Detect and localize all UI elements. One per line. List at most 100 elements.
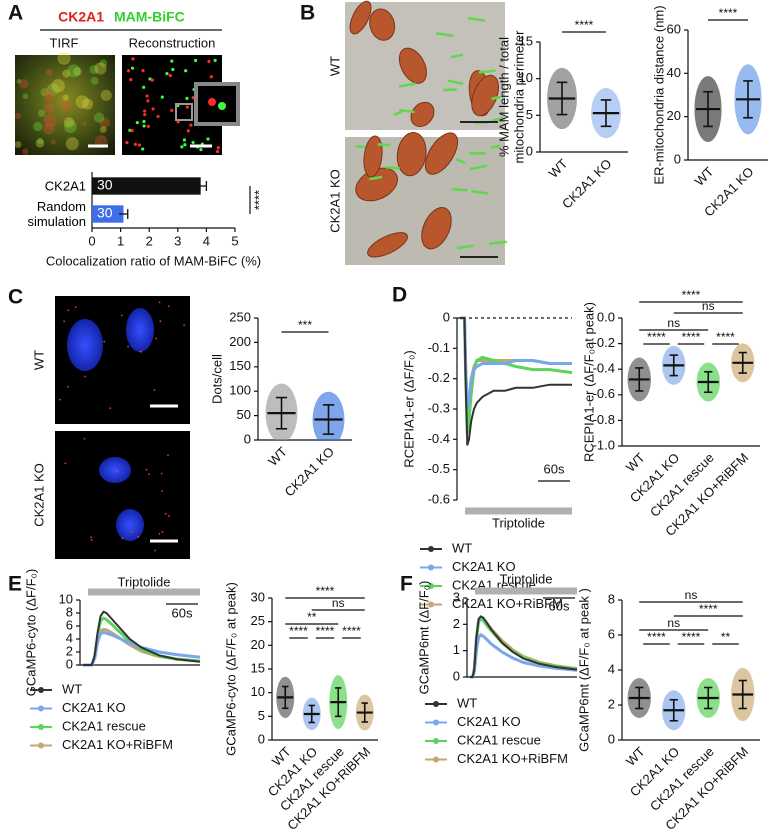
x-tick-label: 1 [117,233,124,248]
y-tick-label: -0.4 [428,431,450,446]
decor [171,67,175,72]
decor [146,124,150,129]
decor [471,189,489,195]
decor [161,490,163,492]
y-tick-label: 10 [251,684,265,699]
decor [37,137,44,145]
decor [349,0,372,35]
y-tick-label: 6 [608,626,615,641]
y-tick-label: 5 [258,708,265,723]
decor [216,149,220,154]
decor [467,17,486,22]
decor [64,120,77,133]
decor [46,83,60,96]
decor [99,59,108,67]
treatment-label: Triptolide [118,574,171,589]
decor [471,74,499,117]
decor [396,132,427,177]
decor [194,82,240,126]
decor [40,88,49,97]
y-tick-label: 150 [229,358,251,373]
scale-label: 60s [549,598,570,613]
y-tick-label: 0 [674,151,681,166]
decor [16,78,22,84]
y-tick-label: 100 [229,383,251,398]
decor [213,58,217,62]
panel-label: C [8,286,23,309]
y-tick-label: 30 [251,589,265,604]
decor [74,306,77,309]
legend-label: CK2A1 KO+RiBFM [457,751,568,766]
decor [167,515,170,517]
y-tick-label: 2 [608,696,615,711]
y-tick-label: 10 [59,591,73,606]
significance-label: **** [716,330,735,344]
decor [180,145,184,149]
decor [451,187,468,192]
decor [67,64,81,78]
decor [90,536,93,539]
y-tick-label: 40 [667,65,681,80]
decor [109,407,112,410]
y-tick-label: -1.0 [593,437,615,452]
decor [367,232,409,258]
decor [51,79,65,93]
significance-label: ns [667,316,680,330]
data-line [83,616,201,667]
legend-label: WT [457,695,477,710]
decor [491,116,504,123]
significance-label: **** [316,584,335,598]
decor [43,122,55,135]
y-tick-label: 4 [66,630,73,645]
y-tick-label: Random simulation [27,199,86,229]
significance-label: ns [667,616,680,630]
image-row-label: CK2A1 KO [31,463,46,527]
decor [62,94,69,101]
scale-label: 60s [172,605,193,620]
decor [137,535,140,538]
image-caption: Reconstruction [129,35,216,50]
decor [141,68,145,73]
y-tick-label: 0 [66,656,73,671]
decor [143,109,147,113]
decor [160,472,163,475]
decor [84,375,86,378]
image-group [14,51,240,155]
decor [131,57,135,61]
y-tick-label: 1 [453,642,460,657]
panel-label: E [8,573,22,596]
legend-marker [433,738,439,744]
y-tick-label: -0.3 [428,400,450,415]
legend-marker [433,756,439,763]
significance-label: **** [289,624,308,638]
y-axis-label: GCaMP6-cyto (ΔF/F₀ at peak) [223,582,238,756]
decor [185,96,189,100]
decor [175,103,193,121]
decor [491,95,502,101]
legend-marker [433,719,439,726]
decor [22,148,29,155]
x-tick-label: 2 [146,233,153,248]
y-axis-label: Dots/cell [209,354,224,404]
legend-label: WT [62,681,82,696]
data-line [470,615,578,678]
y-axis-label: RCEPIA1-er (ΔF/F₀at peak) [581,302,596,462]
decor [193,58,198,63]
decor [151,107,155,111]
y-tick-label: -0.4 [593,361,615,376]
decor [450,53,464,59]
y-axis-label: GCaMP6mt (ΔF/F₀) [416,581,431,695]
decor [22,93,29,100]
decor [94,62,107,75]
decor [90,76,99,85]
legend-label: CK2A1 rescue [457,732,541,747]
y-axis-label: RCEPIA1-er (ΔF/F₀) [401,350,416,467]
y-axis-label: ER-mitochondria distance (nm) [651,5,666,184]
y-tick-label: 60 [667,21,681,36]
image-caption: TIRF [50,35,79,50]
significance-label: **** [342,624,361,638]
legend-label: CK2A1 KO+RiBFM [62,737,173,752]
y-tick-label: 10 [519,70,533,85]
y-tick-label: 0 [244,431,251,446]
